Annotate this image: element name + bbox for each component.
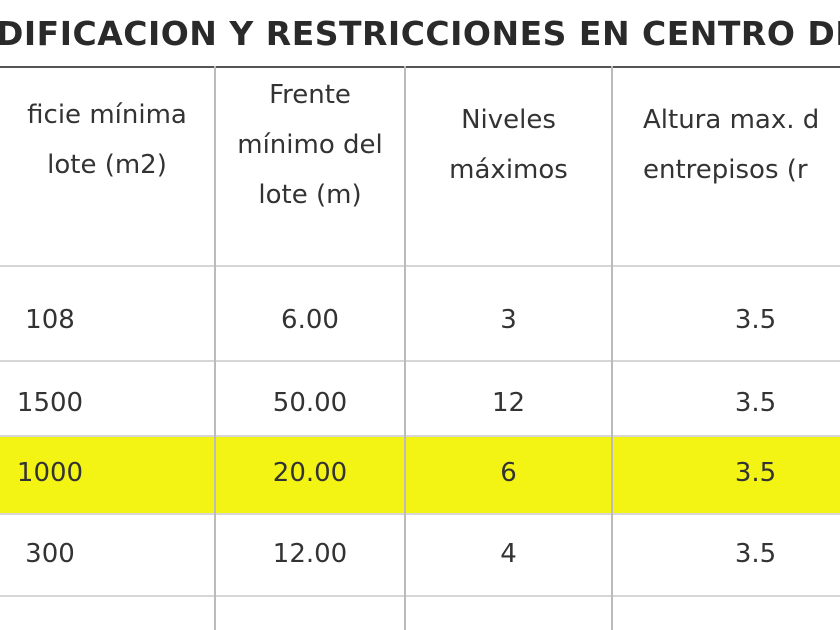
header-cell: ficie mínima — [27, 100, 187, 130]
highlight-row — [0, 437, 840, 513]
border — [611, 66, 613, 630]
border — [0, 360, 840, 362]
data-cell: 300 — [25, 539, 75, 569]
data-cell: 50.00 — [272, 388, 348, 418]
data-cell: 12 — [491, 388, 526, 418]
header-cell: Altura max. d — [643, 105, 820, 135]
data-cell: 1500 — [16, 388, 84, 418]
data-cell: 20.00 — [272, 458, 348, 488]
header-cell: máximos — [449, 155, 568, 185]
data-cell: 3 — [500, 305, 517, 335]
border — [214, 66, 216, 630]
border — [0, 265, 840, 267]
border — [0, 595, 840, 597]
table-title: DIFICACION Y RESTRICCIONES EN CENTRO DE — [0, 14, 840, 53]
header-cell: lote (m) — [258, 180, 362, 210]
data-cell: 108 — [25, 305, 75, 335]
border — [404, 66, 406, 630]
header-cell: lote (m2) — [47, 150, 167, 180]
data-cell: 6.00 — [281, 305, 339, 335]
data-cell: 3.5 — [734, 388, 777, 418]
data-cell: 12.00 — [272, 539, 348, 569]
border — [0, 66, 840, 68]
data-cell: 3.5 — [734, 458, 777, 488]
data-cell: 4 — [500, 539, 517, 569]
header-cell: Niveles — [461, 105, 556, 135]
header-cell: mínimo del — [237, 130, 383, 160]
data-cell: 3.5 — [734, 539, 777, 569]
header-cell: entrepisos (r — [643, 155, 808, 185]
data-cell: 3.5 — [734, 305, 777, 335]
data-cell: 6 — [500, 458, 517, 488]
border — [0, 513, 840, 515]
border — [0, 435, 840, 437]
data-cell: 1000 — [16, 458, 84, 488]
header-cell: Frente — [269, 80, 351, 110]
